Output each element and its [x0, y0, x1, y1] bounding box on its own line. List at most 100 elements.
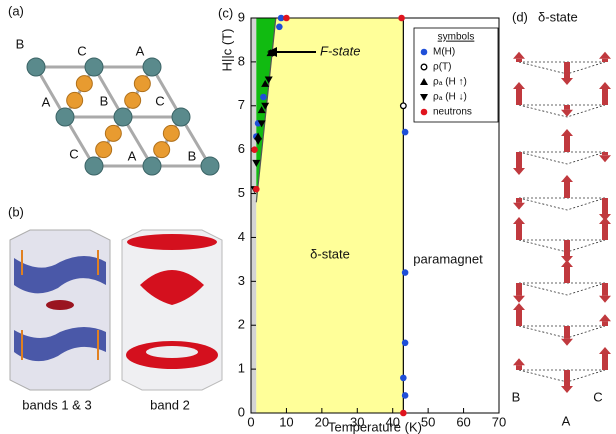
legend-marker: [420, 48, 428, 56]
chain-bond: [518, 282, 606, 296]
spin-shaft: [564, 240, 570, 256]
spin-head: [599, 347, 611, 354]
region-label: F-state: [320, 43, 360, 58]
x-tick-label: 20: [315, 414, 329, 429]
spin-head: [599, 295, 611, 303]
atom-gray: [142, 57, 162, 77]
spin-head: [561, 78, 573, 85]
spin-shaft: [602, 198, 608, 214]
panel-label: (d): [512, 9, 528, 24]
atom-gray: [113, 107, 133, 127]
spin-shaft: [602, 321, 608, 326]
atom-orange: [124, 91, 142, 109]
point: [398, 14, 405, 22]
atom-gray: [55, 107, 75, 127]
site-label: A: [42, 94, 51, 109]
spin-shaft: [516, 198, 522, 203]
legend-marker: [420, 94, 428, 101]
spin-shaft: [516, 89, 522, 105]
site-label: C: [155, 93, 164, 108]
spin-head: [599, 217, 611, 224]
chain-bond: [518, 239, 606, 253]
spin-shaft: [516, 224, 522, 240]
point: [254, 137, 263, 145]
spin-shaft: [602, 89, 608, 105]
atom-gray: [84, 57, 104, 77]
spin-shaft: [564, 326, 570, 339]
fermi-surface-13: [9, 229, 111, 391]
point: [264, 76, 273, 84]
spin-shaft: [602, 58, 608, 62]
legend-label: ρₐ (H ↑): [433, 77, 467, 88]
legend-marker: [420, 108, 428, 116]
legend-marker: [420, 78, 428, 85]
atom-orange: [75, 75, 93, 93]
spin-head: [561, 175, 573, 182]
point: [400, 409, 407, 417]
spin-shaft: [602, 224, 608, 240]
point: [261, 79, 270, 87]
legend-label: ρ(T): [433, 62, 451, 73]
x-tick-label: 40: [385, 414, 399, 429]
site-label: C: [593, 389, 602, 404]
spin-shaft: [564, 105, 570, 110]
site-label: B: [100, 93, 109, 108]
spin-head: [599, 82, 611, 89]
y-axis-label: H||c (T): [219, 29, 234, 72]
phase-boundary: [255, 17, 277, 203]
point: [401, 128, 409, 136]
spin-head: [513, 303, 525, 310]
point: [261, 102, 270, 110]
point: [277, 14, 285, 22]
atom-orange: [66, 91, 84, 109]
panel-title: δ-state: [538, 9, 578, 24]
spin-head: [513, 168, 525, 175]
chain-bond: [518, 325, 606, 339]
spin-shaft: [564, 62, 570, 78]
site-label: A: [128, 148, 137, 163]
spin-head: [561, 129, 573, 136]
spin-head: [599, 51, 611, 59]
spin-shaft: [602, 152, 608, 156]
bond: [92, 66, 125, 118]
region-label: δ-state: [310, 246, 350, 261]
x-tick-label: 70: [492, 414, 506, 429]
atom-gray: [84, 156, 104, 176]
site-label: C: [77, 43, 86, 58]
spin-shaft: [602, 354, 608, 370]
point: [257, 106, 266, 114]
y-tick-label: 0: [238, 404, 245, 419]
spin-head: [513, 82, 525, 89]
x-tick-label: 0: [247, 414, 254, 429]
point: [251, 146, 258, 153]
y-tick-label: 1: [238, 361, 245, 376]
atom-gray: [26, 57, 46, 77]
point: [252, 159, 261, 167]
x-axis-label: Temperature (K): [328, 419, 422, 434]
phase-diagram: δ-state F-state paramagnet 0 10 20 30 40 50 60 70 0…: [219, 9, 506, 434]
legend-title: symbols: [438, 32, 475, 43]
region-label: paramagnet: [413, 251, 483, 266]
point: [401, 339, 409, 347]
bond: [150, 66, 183, 118]
spin-shaft: [564, 182, 570, 198]
spin-head: [561, 386, 573, 393]
spin-head: [513, 295, 525, 303]
y-tick-label: 4: [238, 229, 245, 244]
point: [268, 50, 277, 58]
site-label: B: [16, 36, 25, 51]
phase-region: [256, 18, 404, 413]
y-tick-label: 8: [238, 53, 245, 68]
spin-head: [513, 51, 525, 59]
spin-head: [513, 217, 525, 224]
y-tick-label: 6: [238, 141, 245, 156]
atom-orange: [133, 75, 151, 93]
spin-shaft: [564, 267, 570, 283]
spin-head: [599, 314, 611, 322]
atom-orange: [162, 124, 180, 142]
site-label: C: [69, 146, 78, 161]
legend-marker: [420, 63, 428, 71]
x-tick-label: 50: [421, 414, 435, 429]
x-tick-label: 10: [279, 414, 293, 429]
